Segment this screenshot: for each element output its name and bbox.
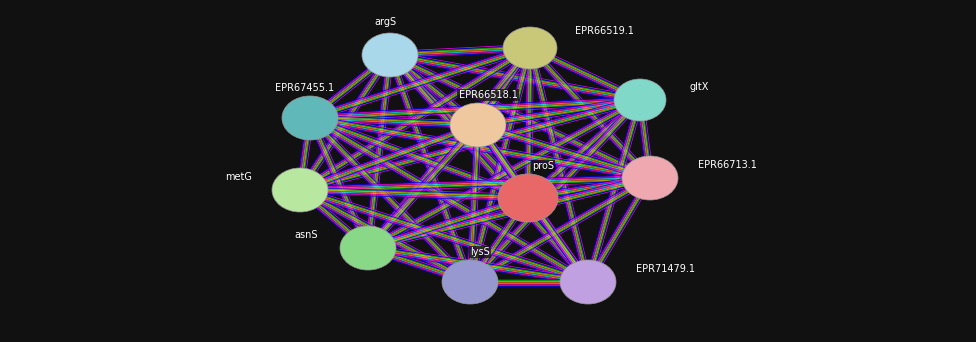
- Text: EPR66519.1: EPR66519.1: [575, 26, 633, 36]
- Text: EPR66518.1: EPR66518.1: [459, 90, 517, 100]
- Text: EPR67455.1: EPR67455.1: [275, 83, 335, 93]
- Text: proS: proS: [532, 161, 554, 171]
- Text: EPR71479.1: EPR71479.1: [636, 264, 695, 274]
- Ellipse shape: [340, 226, 396, 270]
- Text: EPR66713.1: EPR66713.1: [698, 160, 756, 170]
- Text: lysS: lysS: [470, 247, 490, 257]
- Text: argS: argS: [374, 17, 396, 27]
- Text: metG: metG: [225, 172, 252, 182]
- Ellipse shape: [442, 260, 498, 304]
- Ellipse shape: [614, 79, 666, 121]
- Ellipse shape: [503, 27, 557, 69]
- Ellipse shape: [282, 96, 338, 140]
- Ellipse shape: [272, 168, 328, 212]
- Ellipse shape: [622, 156, 678, 200]
- Text: gltX: gltX: [690, 82, 710, 92]
- Ellipse shape: [498, 174, 558, 222]
- Ellipse shape: [362, 33, 418, 77]
- Ellipse shape: [560, 260, 616, 304]
- Text: asnS: asnS: [295, 230, 318, 240]
- Ellipse shape: [450, 103, 506, 147]
